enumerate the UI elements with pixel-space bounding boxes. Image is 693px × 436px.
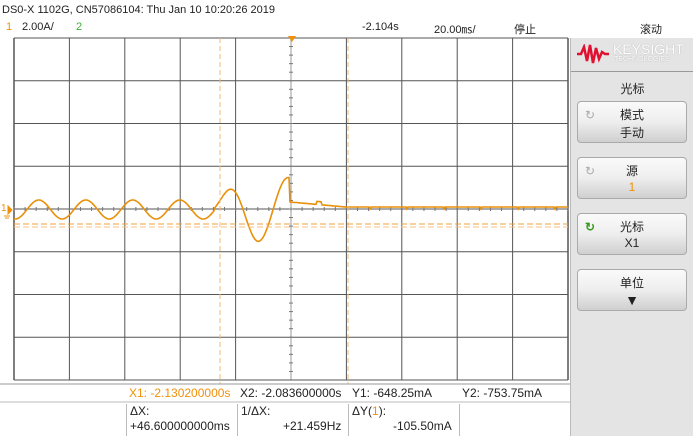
ch2-label[interactable]: 2 [76, 21, 83, 33]
ch1-ground-label: 1 [1, 203, 7, 214]
cursor-y1-readout: Y1: -648.25mA [352, 386, 433, 400]
softkey-cursor[interactable]: ↻ 光标 X1 [577, 213, 687, 255]
ch1-scale[interactable]: 2.00A/ [22, 21, 54, 33]
window-title: DS0-X 1102G, CN57086104: Thu Jan 10 10:2… [2, 4, 275, 16]
knob-icon: ↻ [585, 108, 596, 122]
inv-delta-x-label: 1/ΔX: [241, 404, 271, 418]
softkey-panel: KEYSIGHT TECHNOLOGIES 光标 ↻ 模式 手动 ↻ 源 1 ↻ 光标 X1… [570, 38, 693, 436]
ground-marker-icon [4, 204, 13, 219]
waveform-display[interactable] [0, 0, 570, 436]
arrow-down-icon: ▼ [625, 292, 639, 308]
delta-x-label: ΔX: [130, 404, 150, 418]
time-scale[interactable]: 20.00㎳/ [434, 24, 476, 36]
cursor-y2-readout: Y2: -753.75mA [462, 386, 543, 400]
softkey-units[interactable]: 单位 ▼ [577, 269, 687, 311]
trigger-marker-icon [288, 36, 296, 42]
softkey-source[interactable]: ↻ 源 1 [577, 157, 687, 199]
graticule [13, 37, 569, 381]
menu-title: 光标 [620, 82, 645, 96]
delta-y-label: ΔY(1): [352, 404, 387, 418]
time-offset[interactable]: -2.104s [362, 21, 399, 33]
brand-sub: TECHNOLOGIES [614, 56, 670, 63]
knob-icon: ↻ [585, 164, 596, 178]
softkey-mode[interactable]: ↻ 模式 手动 [577, 101, 687, 143]
acq-mode[interactable]: 滚动 [640, 24, 662, 36]
cursor-x2-readout: X2: -2.083600000s [240, 386, 342, 400]
run-state[interactable]: 停止 [514, 24, 536, 36]
inv-delta-x-value: +21.459Hz [283, 419, 342, 433]
delta-x-value: +46.600000000ms [130, 419, 230, 433]
keysight-logo-icon [577, 44, 609, 64]
delta-y-value: -105.50mA [393, 419, 452, 433]
cursor-x1-readout: X1: -2.130200000s [129, 386, 231, 400]
ch1-waveform [13, 176, 568, 243]
knob-active-icon: ↻ [585, 220, 596, 234]
ch1-label[interactable]: 1 [6, 21, 13, 33]
brand-name: KEYSIGHT [613, 41, 684, 57]
